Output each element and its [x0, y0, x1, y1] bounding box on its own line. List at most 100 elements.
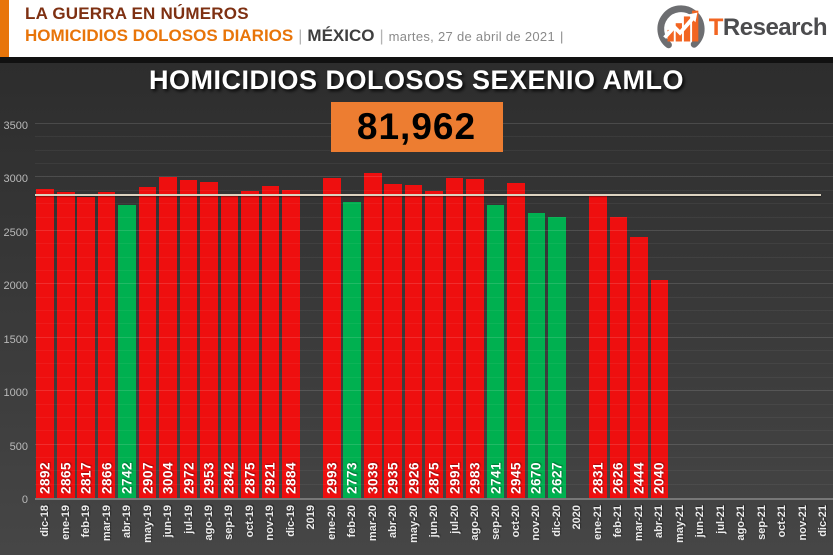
x-label-abr-19: abr-19: [121, 505, 134, 539]
x-label-cell: feb-20: [342, 502, 362, 555]
x-label-dic-21: dic-21: [817, 505, 830, 537]
x-label-cell: sep-21: [751, 502, 771, 555]
bar-slot-ago-19: 2953: [199, 126, 219, 498]
bar-slot-jun-19: 3004: [158, 126, 178, 498]
bar-slot-may-19: 2907: [137, 126, 157, 498]
bar-value-jun-19: 3004: [160, 461, 176, 494]
bar-nov-20: 2670: [527, 212, 546, 498]
x-label-may-20: may-20: [407, 505, 420, 543]
x-label-cell: 2019: [301, 502, 321, 555]
header: LA GUERRA EN NÚMEROS HOMICIDIOS DOLOSOS …: [0, 0, 833, 57]
logo-text-rest: Research: [722, 14, 828, 41]
bar-sep-20: 2741: [486, 205, 505, 498]
x-label-mar-21: mar-21: [632, 505, 645, 542]
gridline: [35, 229, 833, 231]
gridline: [35, 283, 833, 285]
bar-abr-19: 2742: [118, 205, 136, 498]
logo-chart-icon: [657, 5, 705, 53]
x-label-cell: ago-19: [199, 502, 219, 555]
bar-slot-jun-20: 2875: [424, 126, 444, 498]
bar-value-feb-19: 2817: [78, 461, 94, 494]
x-label-ene-19: ene-19: [59, 505, 72, 540]
x-label-cell: ago-21: [731, 502, 751, 555]
bar-value-dic-19: 2884: [283, 461, 299, 494]
gridline: [35, 430, 833, 432]
bar-slot-jul-19: 2972: [178, 126, 198, 498]
bar-value-feb-21: 2626: [610, 461, 626, 494]
x-label-nov-19: nov-19: [264, 505, 277, 541]
x-label-cell: sep-20: [485, 502, 505, 555]
gridline: [35, 443, 833, 445]
bar-value-abr-21: 2040: [651, 461, 667, 494]
bar-slot-jul-21: [710, 126, 730, 498]
bar-value-sep-20: 2741: [488, 461, 504, 494]
x-label-oct-20: oct-20: [510, 505, 523, 538]
bar-slot-jul-20: 2991: [444, 126, 464, 498]
x-label-cell: ene-20: [322, 502, 342, 555]
bar-mar-20: 3039: [363, 173, 382, 498]
x-label-cell: jun-21: [690, 502, 710, 555]
bar-abr-20: 2935: [384, 184, 402, 498]
x-label-oct-21: oct-21: [776, 505, 789, 538]
bar-slot-2020: [567, 126, 587, 498]
gridline: [35, 269, 833, 271]
x-label-oct-19: oct-19: [243, 505, 256, 538]
x-label-cell: jun-19: [158, 502, 178, 555]
bar-dic-18: 2892: [36, 188, 55, 498]
bar-oct-20: 2945: [507, 183, 525, 498]
gridline: [35, 483, 833, 485]
x-label-feb-21: feb-21: [612, 505, 625, 538]
gridline: [35, 323, 833, 325]
separator-pipe: |: [560, 29, 564, 44]
bar-value-nov-20: 2670: [528, 461, 544, 494]
x-label-dic-18: dic-18: [39, 505, 52, 537]
bar-feb-21: 2626: [609, 217, 628, 498]
gridline: [35, 310, 833, 311]
x-label-cell: dic-18: [35, 502, 55, 555]
bar-value-sep-19: 2842: [221, 461, 237, 494]
gridline: [35, 189, 833, 191]
bar-slot-nov-19: 2921: [260, 126, 280, 498]
x-label-cell: dic-20: [547, 502, 567, 555]
y-tick-label: 1000: [3, 387, 28, 400]
header-titles: LA GUERRA EN NÚMEROS HOMICIDIOS DOLOSOS …: [25, 4, 569, 46]
x-label-abr-21: abr-21: [653, 505, 666, 539]
bar-value-may-19: 2907: [140, 461, 156, 494]
bar-jul-20: 2991: [445, 178, 464, 498]
x-label-jul-21: jul-21: [714, 505, 727, 534]
bar-oct-19: 2875: [241, 190, 259, 498]
bar-jun-19: 3004: [159, 177, 177, 498]
x-label-cell: abr-20: [383, 502, 403, 555]
average-line: [35, 194, 821, 197]
y-tick-label: 3500: [3, 120, 28, 132]
x-label-mar-20: mar-20: [366, 505, 379, 542]
bar-slot-mar-21: 2444: [629, 126, 649, 498]
bar-value-oct-20: 2945: [508, 461, 524, 494]
bar-sep-19: 2842: [220, 194, 239, 498]
bar-may-20: 2926: [404, 185, 423, 498]
bar-series: 2892 2865 2817 2866 2742 2907 3004 2972 2953 2842…: [35, 126, 833, 498]
logo-letter-t: T: [708, 14, 724, 41]
bar-slot-nov-21: [792, 126, 812, 498]
bar-value-feb-20: 2773: [344, 461, 360, 494]
gridline: [35, 350, 833, 352]
header-accent-strip: [0, 0, 9, 57]
gridline: [35, 203, 833, 205]
bar-slot-abr-20: 2935: [383, 126, 403, 498]
separator-pipe: |: [298, 28, 303, 45]
bar-value-ago-20: 2983: [467, 461, 483, 494]
bar-value-jun-20: 2875: [426, 461, 442, 494]
x-label-jul-19: jul-19: [182, 505, 195, 534]
bar-slot-oct-19: 2875: [240, 126, 260, 498]
x-label-sep-20: sep-20: [489, 505, 502, 540]
x-label-cell: dic-19: [281, 502, 301, 555]
x-label-cell: jul-19: [178, 502, 198, 555]
x-label-cell: jul-21: [710, 502, 730, 555]
x-label-cell: mar-19: [96, 502, 116, 555]
x-label-jun-19: jun-19: [162, 505, 175, 538]
x-label-jun-20: jun-20: [428, 505, 441, 538]
gridline: [35, 456, 833, 458]
subtitle-line: HOMICIDIOS DOLOSOS DIARIOS | MÉXICO | ma…: [25, 26, 569, 46]
plot-area: 2892 2865 2817 2866 2742 2907 3004 2972 2953 2842…: [35, 123, 833, 500]
x-label-cell: jul-20: [444, 502, 464, 555]
